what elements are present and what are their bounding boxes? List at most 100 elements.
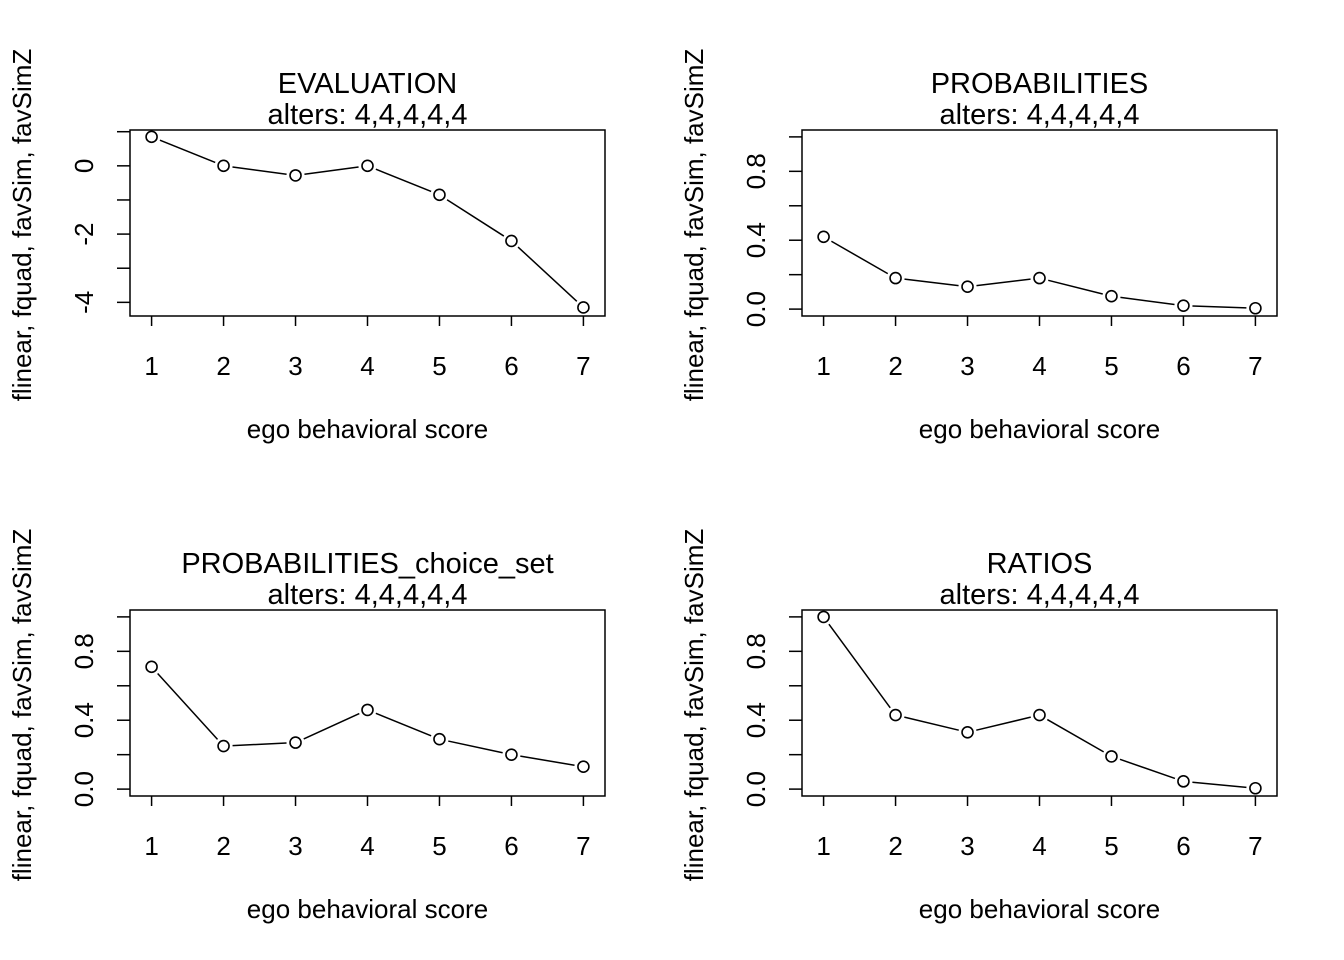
y-tick-label: -4: [69, 291, 99, 314]
data-point: [1177, 299, 1190, 312]
chart-title: EVALUATION: [278, 68, 457, 100]
y-tick-label: 0: [69, 159, 99, 173]
series-line-segment: [448, 740, 503, 754]
data-point: [1249, 781, 1262, 795]
data-point: [817, 230, 830, 244]
data-point: [433, 732, 446, 746]
x-tick-label: 4: [360, 351, 374, 381]
data-point: [361, 159, 374, 173]
series-line-segment: [976, 716, 1031, 731]
data-point: [817, 610, 830, 624]
series-line-segment: [831, 240, 889, 275]
chart-subtitle: alters: 4,4,4,4,4: [940, 579, 1140, 611]
data-point: [889, 708, 902, 722]
x-tick-label: 2: [216, 831, 230, 861]
data-point: [217, 159, 230, 173]
x-tick-label: 6: [504, 351, 518, 381]
data-point: [1033, 708, 1046, 722]
series-line-segment: [904, 716, 959, 731]
data-point: [505, 748, 518, 761]
y-tick-label: 0.8: [741, 153, 771, 189]
x-tick-label: 4: [1032, 351, 1046, 381]
x-tick-label: 1: [816, 831, 830, 861]
x-axis-label: ego behavioral score: [247, 894, 488, 924]
x-tick-label: 3: [288, 831, 302, 861]
data-point: [1177, 775, 1190, 788]
series-line-segment: [520, 755, 575, 766]
x-axis-label: ego behavioral score: [919, 414, 1160, 444]
x-tick-label: 5: [432, 831, 446, 861]
series-line-segment: [976, 278, 1031, 287]
x-tick-label: 7: [1248, 831, 1262, 861]
data-point: [577, 760, 590, 774]
plot-frame: [801, 129, 1278, 317]
series-line-segment: [375, 168, 432, 193]
y-tick-label: 0.0: [741, 771, 771, 807]
x-axis-label: ego behavioral score: [247, 414, 488, 444]
data-point: [1249, 301, 1262, 315]
series-line-segment: [303, 712, 360, 740]
x-tick-label: 4: [1032, 831, 1046, 861]
x-tick-label: 4: [360, 831, 374, 861]
plot-frame: [801, 609, 1278, 797]
x-tick-label: 6: [504, 831, 518, 861]
series-line-segment: [446, 199, 505, 237]
y-axis-label: flinear, fquad, favSim, favSimZ: [7, 529, 37, 882]
y-tick-label: 0.8: [69, 633, 99, 669]
y-tick-label: 0.0: [741, 291, 771, 327]
data-point: [289, 169, 302, 182]
data-point: [145, 130, 158, 144]
data-point: [217, 739, 230, 753]
y-axis-label: flinear, fquad, favSim, favSimZ: [679, 49, 709, 402]
x-tick-label: 6: [1176, 351, 1190, 381]
data-point: [361, 703, 374, 717]
x-tick-label: 3: [960, 351, 974, 381]
x-tick-label: 3: [960, 831, 974, 861]
chart-title: RATIOS: [987, 548, 1093, 580]
series-line-segment: [1192, 305, 1247, 309]
series-line-segment: [157, 672, 219, 740]
data-point: [889, 271, 902, 285]
x-tick-label: 2: [888, 831, 902, 861]
chart-subtitle: alters: 4,4,4,4,4: [940, 99, 1140, 131]
series-line-segment: [232, 742, 287, 747]
series-line-segment: [1120, 296, 1175, 306]
x-tick-label: 2: [216, 351, 230, 381]
y-axis-label: flinear, fquad, favSim, favSimZ: [7, 49, 37, 402]
plot-frame: [129, 609, 606, 797]
x-tick-label: 6: [1176, 831, 1190, 861]
x-axis-label: ego behavioral score: [919, 894, 1160, 924]
chart-title: PROBABILITIES: [931, 68, 1149, 100]
data-point: [289, 736, 302, 749]
x-tick-label: 1: [144, 351, 158, 381]
series-line-segment: [1048, 279, 1103, 295]
plot-frame: [129, 129, 606, 317]
y-axis-label: flinear, fquad, favSim, favSimZ: [679, 529, 709, 882]
x-tick-label: 7: [576, 831, 590, 861]
x-tick-label: 1: [144, 831, 158, 861]
series-line-segment: [304, 166, 359, 175]
x-tick-label: 7: [1248, 351, 1262, 381]
data-point: [145, 660, 158, 674]
y-tick-label: 0.4: [741, 222, 771, 258]
series-line-segment: [375, 712, 432, 737]
y-tick-label: 0.4: [69, 702, 99, 738]
data-point: [961, 725, 974, 739]
data-point: [1033, 271, 1046, 285]
series-line-segment: [1192, 781, 1247, 789]
data-point: [433, 188, 446, 202]
x-tick-label: 3: [288, 351, 302, 381]
x-tick-label: 2: [888, 351, 902, 381]
data-point: [1105, 750, 1118, 763]
y-tick-label: -2: [69, 223, 99, 246]
data-point: [505, 234, 518, 248]
y-tick-label: 0.8: [741, 633, 771, 669]
chart-title: PROBABILITIES_choice_set: [181, 548, 553, 580]
series-line-segment: [232, 166, 287, 175]
x-tick-label: 1: [816, 351, 830, 381]
